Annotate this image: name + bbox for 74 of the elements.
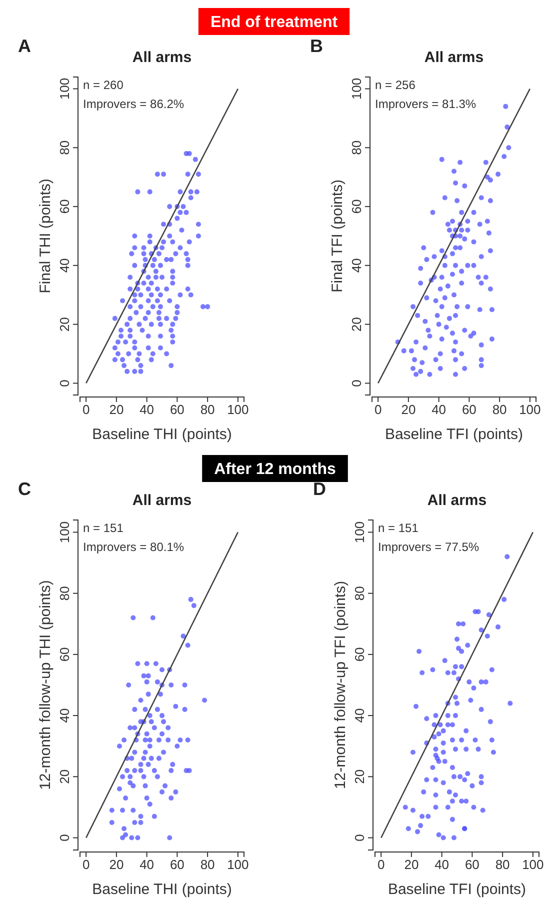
y-tick-label: 60 [57, 647, 72, 662]
x-tick-label: 60 [170, 857, 184, 872]
chart-title: All arms [132, 492, 192, 509]
chart-title: All arms [424, 49, 484, 66]
y-tick-label: 60 [352, 647, 367, 662]
x-tick-label: 60 [462, 402, 476, 418]
y-axis-title: Final THI (points) [37, 178, 54, 294]
y-tick-label: 100 [57, 78, 72, 100]
x-tick-label: 20 [404, 857, 419, 872]
chart-title: All arms [132, 49, 192, 66]
x-axis-title: Baseline THI (points) [92, 881, 232, 898]
y-tick-label: 0 [352, 834, 367, 842]
chart-title: All arms [427, 492, 487, 509]
y-tick-label: 20 [57, 317, 72, 332]
text: B [310, 36, 323, 56]
y-tick-label: 100 [352, 521, 367, 544]
text: A [18, 36, 31, 56]
y-tick-label: 80 [352, 586, 367, 601]
y-tick-label: 40 [352, 708, 367, 723]
y-tick-label: 60 [57, 199, 72, 214]
y-tick-label: 80 [57, 586, 72, 601]
x-axis-title: Baseline TFI (points) [384, 426, 524, 443]
y-tick-label: 0 [57, 834, 72, 842]
annotation: Improvers = 81.3% [375, 97, 476, 111]
annotation: n = 256 [375, 78, 416, 92]
y-tick-label: 20 [352, 769, 367, 784]
x-tick-label: 80 [492, 402, 507, 418]
x-tick-label: 0 [82, 402, 90, 418]
y-tick-label: 40 [57, 258, 72, 273]
text: D [313, 479, 326, 499]
x-tick-label: 80 [495, 857, 510, 872]
y-axis-title: 12-month follow-up TFI (points) [332, 580, 349, 790]
y-tick-label: 100 [57, 521, 72, 544]
annotation: Improvers = 80.1% [83, 540, 184, 554]
x-axis-title: Baseline THI (points) [92, 426, 232, 443]
y-tick-label: 60 [349, 199, 364, 214]
x-tick-label: 80 [200, 857, 215, 872]
y-axis-title: 12-month follow-up THI (points) [37, 580, 54, 790]
annotation: n = 151 [83, 521, 124, 535]
y-tick-label: 0 [349, 380, 364, 387]
y-tick-label: 20 [349, 317, 364, 332]
y-tick-label: 40 [57, 708, 72, 723]
x-axis-title: Baseline TFI (points) [388, 881, 526, 898]
x-tick-label: 40 [432, 402, 446, 418]
y-tick-label: 80 [349, 140, 364, 155]
x-tick-label: 80 [200, 402, 215, 418]
text: End of treatment [210, 14, 338, 31]
y-tick-label: 40 [349, 258, 364, 273]
x-tick-label: 40 [140, 402, 154, 418]
y-tick-label: 20 [57, 769, 72, 784]
x-tick-label: 0 [82, 857, 90, 872]
x-tick-label: 40 [434, 857, 450, 872]
x-tick-label: 0 [374, 402, 382, 418]
x-tick-label: 20 [109, 402, 124, 418]
x-tick-label: 100 [519, 402, 541, 418]
x-tick-label: 40 [140, 857, 154, 872]
text: After 12 months [214, 461, 336, 478]
x-tick-label: 60 [464, 857, 480, 872]
text: C [18, 479, 31, 499]
annotation: Improvers = 86.2% [83, 97, 184, 111]
annotation: n = 260 [83, 78, 124, 92]
x-tick-label: 20 [109, 857, 124, 872]
x-tick-label: 100 [227, 857, 249, 872]
y-tick-label: 100 [349, 78, 364, 100]
x-tick-label: 100 [522, 857, 544, 872]
x-tick-label: 100 [227, 402, 249, 418]
y-tick-label: 0 [57, 380, 72, 387]
x-tick-label: 60 [170, 402, 184, 418]
y-axis-title: Final TFI (points) [329, 179, 346, 293]
y-tick-label: 80 [57, 140, 72, 155]
annotation: n = 151 [378, 521, 419, 535]
x-tick-label: 20 [401, 402, 416, 418]
annotation: Improvers = 77.5% [378, 540, 480, 554]
x-tick-label: 0 [377, 857, 385, 872]
